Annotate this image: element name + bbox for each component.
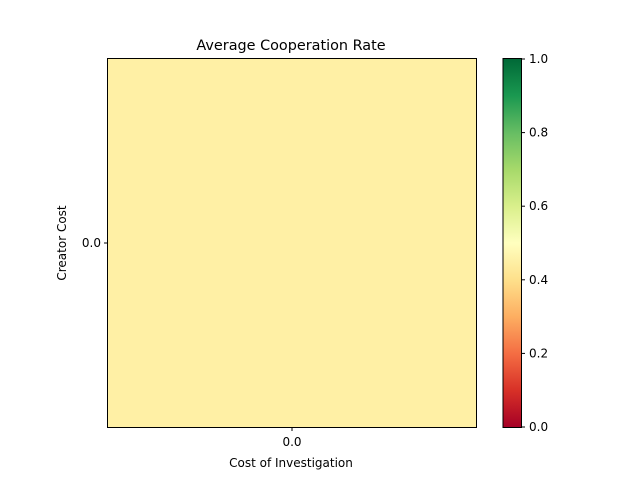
heatmap-cell [108,59,476,427]
colorbar-tick-label: 0.2 [529,346,548,360]
colorbar-tick-label: 0.6 [529,199,548,213]
x-tick-label: 0.0 [282,435,301,449]
heatmap-cells [108,59,476,427]
y-tick-label: 0.0 [82,236,101,250]
colorbar-tick-label: 1.0 [529,52,548,66]
colorbar-tick-label: 0.4 [529,273,548,287]
x-axis-label: Cost of Investigation [229,456,353,470]
y-axis-label: Creator Cost [55,205,69,281]
colorbar-tick-label: 0.0 [529,420,548,434]
x-axis-ticks: 0.0 [282,427,302,449]
colorbar-tick-label: 0.8 [529,126,548,140]
colorbar-ticks: 0.0 0.2 0.4 0.6 0.8 1.0 [521,52,548,434]
chart-title: Average Cooperation Rate [196,38,385,54]
y-axis-ticks: 0.0 [82,236,108,250]
colorbar [502,58,522,428]
